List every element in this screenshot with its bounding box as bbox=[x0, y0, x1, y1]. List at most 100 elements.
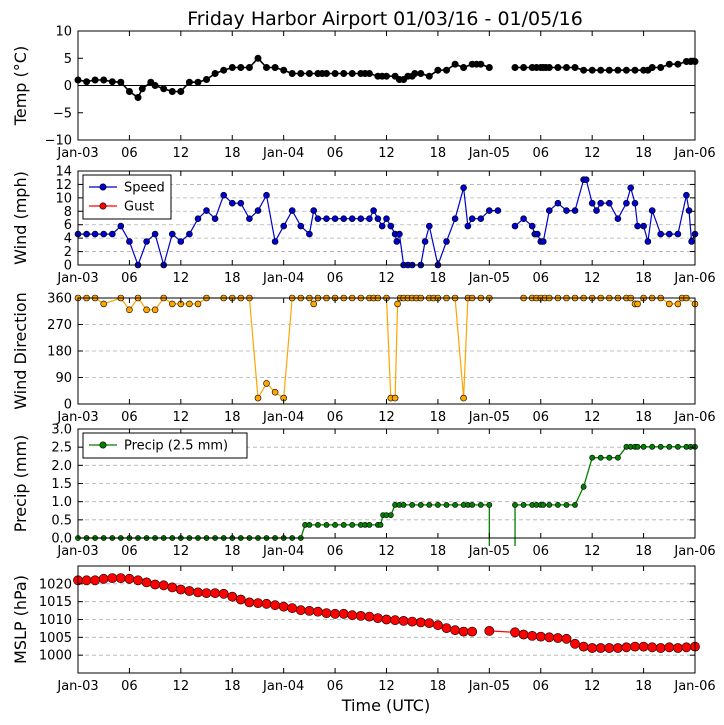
x-tick-label: Jan-04 bbox=[262, 271, 304, 286]
data-point bbox=[270, 600, 280, 611]
data-point bbox=[378, 222, 386, 230]
data-point bbox=[310, 300, 318, 308]
y-axis-label-precip: Precip (mm) bbox=[11, 435, 30, 533]
data-point bbox=[184, 586, 195, 596]
data-point bbox=[167, 582, 178, 593]
panel-mslp: 1000 1005 1010 1015 1020 Jan-03 06 12 18 Jan-04 06… bbox=[11, 565, 716, 694]
data-point bbox=[657, 443, 664, 450]
y-tick-label: 10 bbox=[55, 25, 72, 40]
x-tick-label: Jan-04 bbox=[262, 410, 304, 425]
data-point bbox=[383, 215, 390, 222]
data-point bbox=[391, 394, 399, 402]
data-point bbox=[597, 454, 604, 461]
y-tick-label: 2.5 bbox=[51, 441, 72, 456]
x-tick-label: 06 bbox=[532, 679, 549, 694]
data-point bbox=[348, 215, 356, 222]
data-point bbox=[553, 633, 563, 643]
data-point bbox=[520, 64, 528, 72]
data-point bbox=[631, 199, 639, 207]
data-point bbox=[210, 588, 220, 598]
data-point bbox=[186, 300, 193, 308]
data-point bbox=[614, 215, 622, 222]
data-point bbox=[582, 176, 590, 183]
y-axis-label-wind: Wind (mph) bbox=[11, 171, 30, 265]
x-tick-label: Jan-03 bbox=[56, 271, 98, 286]
legend-marker bbox=[99, 183, 107, 191]
data-point bbox=[664, 642, 675, 653]
data-point bbox=[415, 617, 426, 628]
data-point bbox=[520, 215, 527, 222]
data-point bbox=[107, 573, 118, 583]
data-point bbox=[151, 230, 159, 238]
data-point bbox=[605, 66, 613, 74]
x-tick-label: 06 bbox=[121, 146, 138, 161]
data-point bbox=[193, 587, 203, 598]
x-tick-label: Jan-04 bbox=[262, 544, 304, 559]
x-tick-label: 12 bbox=[173, 146, 190, 161]
data-point bbox=[578, 641, 589, 652]
data-point bbox=[100, 300, 107, 308]
data-point bbox=[580, 66, 588, 74]
data-point bbox=[398, 616, 409, 626]
data-point bbox=[340, 522, 347, 528]
data-point bbox=[587, 643, 598, 653]
data-point bbox=[674, 300, 682, 308]
data-point bbox=[563, 207, 570, 214]
data-point bbox=[649, 443, 656, 450]
x-tick-label: 18 bbox=[224, 271, 241, 286]
legend-box bbox=[82, 174, 172, 220]
data-point bbox=[614, 66, 622, 74]
data-point bbox=[604, 643, 615, 653]
y-tick-label: 6 bbox=[64, 218, 72, 233]
data-point bbox=[426, 501, 433, 508]
x-tick-label: 18 bbox=[430, 271, 447, 286]
x-tick-label: 12 bbox=[584, 544, 601, 559]
data-point bbox=[511, 64, 519, 72]
x-tick-label: 12 bbox=[173, 679, 190, 694]
data-point bbox=[512, 501, 518, 508]
data-point bbox=[467, 626, 478, 637]
series-line bbox=[78, 296, 490, 401]
data-point bbox=[280, 66, 288, 74]
x-tick-label: Jan-05 bbox=[468, 544, 510, 559]
data-point bbox=[458, 626, 469, 637]
y-tick-label: 1000 bbox=[39, 649, 72, 664]
y-tick-label: 0 bbox=[64, 79, 72, 94]
data-point bbox=[485, 207, 493, 214]
x-tick-label: Jan-06 bbox=[673, 679, 715, 694]
y-tick-label: 1010 bbox=[39, 613, 72, 628]
data-point bbox=[126, 238, 133, 245]
x-tick-label: 06 bbox=[327, 271, 344, 286]
data-point bbox=[477, 501, 484, 508]
x-tick-label: Jan-05 bbox=[468, 271, 510, 286]
y-tick-label: 270 bbox=[47, 318, 72, 333]
data-point bbox=[220, 191, 227, 199]
data-point bbox=[477, 60, 485, 68]
data-point bbox=[237, 64, 245, 72]
data-point bbox=[115, 573, 126, 583]
data-point bbox=[434, 66, 442, 74]
data-point bbox=[555, 501, 561, 508]
data-point bbox=[387, 222, 395, 230]
y-axis-label-dir: Wind Direction bbox=[11, 292, 30, 410]
data-point bbox=[572, 501, 578, 508]
x-tick-label: Jan-03 bbox=[56, 544, 98, 559]
data-point bbox=[366, 215, 373, 222]
data-point bbox=[194, 78, 202, 86]
x-tick-label: 06 bbox=[327, 146, 344, 161]
data-point bbox=[648, 207, 656, 214]
legend-precip: Precip (2.5 mm) bbox=[82, 432, 248, 459]
data-point bbox=[100, 230, 107, 238]
data-point bbox=[393, 238, 401, 245]
data-point bbox=[464, 222, 472, 230]
data-point bbox=[143, 238, 150, 245]
series-precip-2-5-mm- bbox=[75, 443, 698, 546]
data-point bbox=[421, 238, 429, 245]
data-point bbox=[417, 70, 425, 78]
data-point bbox=[640, 222, 647, 230]
y-axis-label-temp: Temp (°C) bbox=[11, 46, 30, 126]
data-point bbox=[597, 66, 605, 74]
x-tick-label: 18 bbox=[430, 679, 447, 694]
x-tick-label: Jan-05 bbox=[468, 410, 510, 425]
data-point bbox=[452, 501, 458, 508]
